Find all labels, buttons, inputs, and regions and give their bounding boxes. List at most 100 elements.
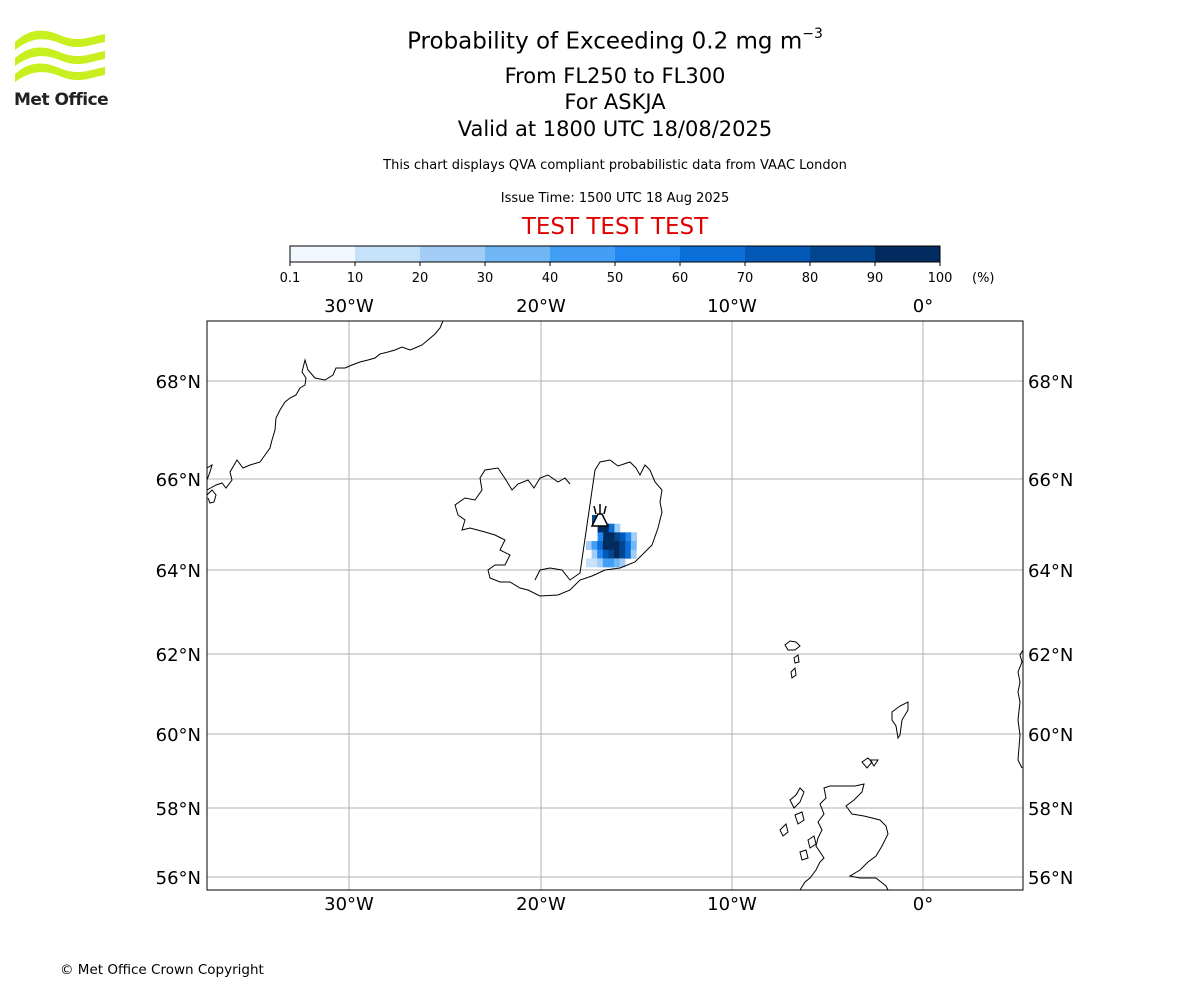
- chart-title: Probability of Exceeding 0.2 mg m−3: [407, 26, 823, 55]
- colorbar-segment: [355, 246, 421, 262]
- ash-cell: [597, 523, 604, 533]
- colorbar-tick-label: 30: [477, 271, 494, 286]
- map-border: [206, 320, 1024, 891]
- ash-cell: [614, 532, 621, 542]
- latitude-label: 68°N: [1028, 372, 1073, 393]
- colorbar-tick-label: 50: [607, 271, 624, 286]
- longitude-label: 20°W: [516, 296, 566, 317]
- colorbar-segment: [810, 246, 876, 262]
- colorbar-unit: (%): [972, 271, 995, 286]
- colorbar-tick-label: 90: [867, 271, 884, 286]
- ash-cell: [591, 549, 598, 559]
- colorbar-segment: [875, 246, 941, 262]
- longitude-label: 30°W: [324, 894, 374, 915]
- ash-cell: [602, 558, 609, 568]
- ash-cell: [602, 541, 609, 551]
- ash-cell: [614, 523, 621, 533]
- ash-cell: [597, 549, 604, 559]
- ash-cell: [597, 558, 604, 568]
- colorbar-tick-label: 0.1: [280, 271, 301, 286]
- longitude-label: 30°W: [324, 296, 374, 317]
- ash-cell: [608, 532, 615, 542]
- graticule: [207, 321, 1023, 890]
- coastline-faroe: [784, 640, 801, 679]
- colorbar-segment: [745, 246, 811, 262]
- ash-cell: [597, 532, 604, 542]
- longitude-label: 0°: [913, 894, 933, 915]
- colorbar-segment: [290, 246, 356, 262]
- latitude-label: 58°N: [156, 799, 201, 820]
- ash-cell: [586, 558, 592, 568]
- longitude-label: 10°W: [707, 296, 757, 317]
- colorbar-segment: [485, 246, 551, 262]
- colorbar-segment: [615, 246, 681, 262]
- ash-cell: [625, 549, 632, 559]
- coastline-hebrides: [779, 787, 817, 861]
- ash-cell: [619, 549, 626, 559]
- test-banner: TEST TEST TEST: [521, 214, 709, 240]
- coastline-shetland: [891, 701, 909, 740]
- colorbar-tick-label: 100: [928, 271, 953, 286]
- ash-cell: [608, 549, 615, 559]
- flight-level-title: From FL250 to FL300: [504, 64, 726, 88]
- ash-cell: [630, 541, 637, 551]
- coastlines: [206, 320, 1024, 891]
- coastline-norway: [1017, 649, 1024, 769]
- ash-cell: [625, 532, 632, 542]
- volcano-title: For ASKJA: [564, 90, 666, 114]
- ash-cell: [614, 541, 620, 551]
- colorbar-tick-label: 60: [672, 271, 689, 286]
- copyright-text: © Met Office Crown Copyright: [60, 962, 264, 978]
- coastline-iceland-outline: [454, 459, 663, 597]
- longitude-label: 0°: [913, 296, 933, 317]
- ash-cell: [608, 541, 615, 551]
- latitude-label: 66°N: [1028, 470, 1073, 491]
- ash-cell: [614, 549, 620, 559]
- valid-time-title: Valid at 1800 UTC 18/08/2025: [457, 117, 773, 141]
- coastline-scotland: [799, 783, 889, 891]
- ash-cell: [586, 541, 592, 551]
- longitude-label: 20°W: [516, 894, 566, 915]
- latitude-label: 68°N: [156, 372, 201, 393]
- issue-time: Issue Time: 1500 UTC 18 Aug 2025: [500, 191, 730, 206]
- ash-cell: [603, 523, 610, 533]
- ash-cell: [591, 558, 598, 568]
- ash-cell: [614, 558, 620, 568]
- met-office-logo: Met Office: [12, 28, 112, 114]
- ash-cell: [597, 541, 604, 551]
- latitude-label: 56°N: [156, 868, 201, 889]
- colorbar-segment: [420, 246, 486, 262]
- latitude-label: 60°N: [156, 725, 201, 746]
- ash-cell: [608, 523, 615, 533]
- colorbar-svg: 0.1 10 20 30 40 50 60 70 80 90 100 (%): [280, 245, 995, 286]
- latitude-label: 64°N: [156, 561, 201, 582]
- colorbar-tick-label: 80: [802, 271, 819, 286]
- latitude-label: 60°N: [1028, 725, 1073, 746]
- colorbar-tick-label: 70: [737, 271, 754, 286]
- ash-cell: [619, 541, 626, 551]
- latitude-label: 64°N: [1028, 561, 1073, 582]
- longitude-label: 10°W: [707, 894, 757, 915]
- ash-cell: [602, 549, 609, 559]
- ash-cell: [608, 558, 615, 568]
- ash-cell: [631, 532, 638, 542]
- logo-text: Met Office: [14, 90, 109, 110]
- ash-cell: [625, 541, 632, 551]
- colorbar-tick-label: 10: [347, 271, 364, 286]
- ash-cell: [591, 541, 598, 551]
- map-panel: 30°W 30°W 20°W 20°W 10°W 10°W 0° 0° 68°N 68°N 66°N…: [140, 290, 1100, 920]
- volcano-icon: [590, 504, 610, 527]
- latitude-label: 66°N: [156, 470, 201, 491]
- latitude-label: 62°N: [156, 645, 201, 666]
- map-svg: 30°W 30°W 20°W 20°W 10°W 10°W 0° 0° 68°N 68°N 66°N…: [156, 296, 1074, 915]
- colorbar-legend: 0.1 10 20 30 40 50 60 70 80 90 100 (%): [278, 240, 1008, 290]
- met-office-wave-icon: [15, 30, 105, 82]
- coastline-greenland: [206, 320, 444, 504]
- ash-cell: [630, 549, 637, 559]
- coastline-orkney: [861, 757, 879, 769]
- ash-cell: [620, 532, 626, 542]
- latitude-label: 56°N: [1028, 868, 1073, 889]
- latitude-label: 58°N: [1028, 799, 1073, 820]
- latitude-label: 62°N: [1028, 645, 1073, 666]
- colorbar-segment: [680, 246, 746, 262]
